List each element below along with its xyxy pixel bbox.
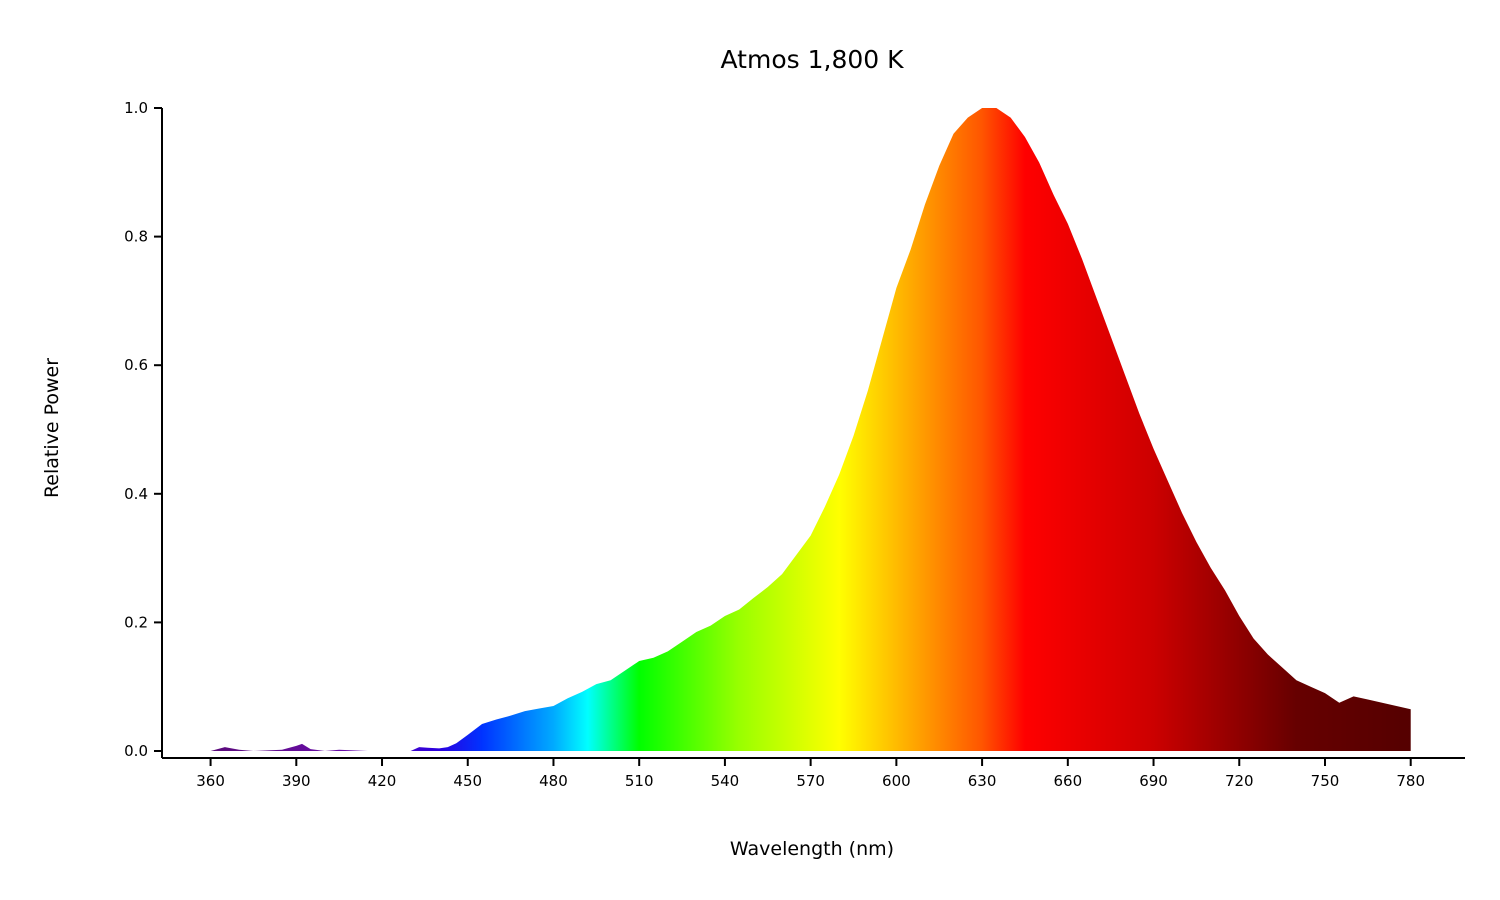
axes: 360 390 420 450 480 510 540 570 600 630 660 690 720 7… bbox=[124, 99, 1465, 790]
x-tick-label: 720 bbox=[1225, 772, 1254, 790]
x-tick-label: 600 bbox=[882, 772, 911, 790]
y-axis-title: Relative Power bbox=[41, 358, 63, 498]
y-tick-label: 0.6 bbox=[124, 356, 148, 374]
y-tick-label: 0.4 bbox=[124, 485, 148, 503]
y-tick-label: 0.8 bbox=[124, 228, 148, 246]
plot-area bbox=[210, 108, 1411, 751]
y-tick-label: 1.0 bbox=[124, 99, 148, 117]
x-tick-label: 480 bbox=[539, 772, 568, 790]
spectrum-area bbox=[210, 108, 1411, 751]
x-tick-label: 540 bbox=[711, 772, 740, 790]
x-tick-label: 690 bbox=[1139, 772, 1168, 790]
x-tick-label: 510 bbox=[625, 772, 654, 790]
x-tick-label: 570 bbox=[796, 772, 825, 790]
y-tick-label: 0.0 bbox=[124, 742, 148, 760]
x-tick-label: 450 bbox=[453, 772, 482, 790]
x-tick-label: 420 bbox=[368, 772, 397, 790]
x-axis-title: Wavelength (nm) bbox=[730, 838, 894, 860]
x-tick-label: 750 bbox=[1311, 772, 1340, 790]
x-tick-label: 780 bbox=[1396, 772, 1425, 790]
x-tick-label: 660 bbox=[1053, 772, 1082, 790]
x-tick-label: 360 bbox=[196, 772, 225, 790]
y-tick-label: 0.2 bbox=[124, 613, 148, 631]
chart-title: Atmos 1,800 K bbox=[721, 45, 905, 74]
x-tick-label: 390 bbox=[282, 772, 311, 790]
x-tick-label: 630 bbox=[968, 772, 997, 790]
